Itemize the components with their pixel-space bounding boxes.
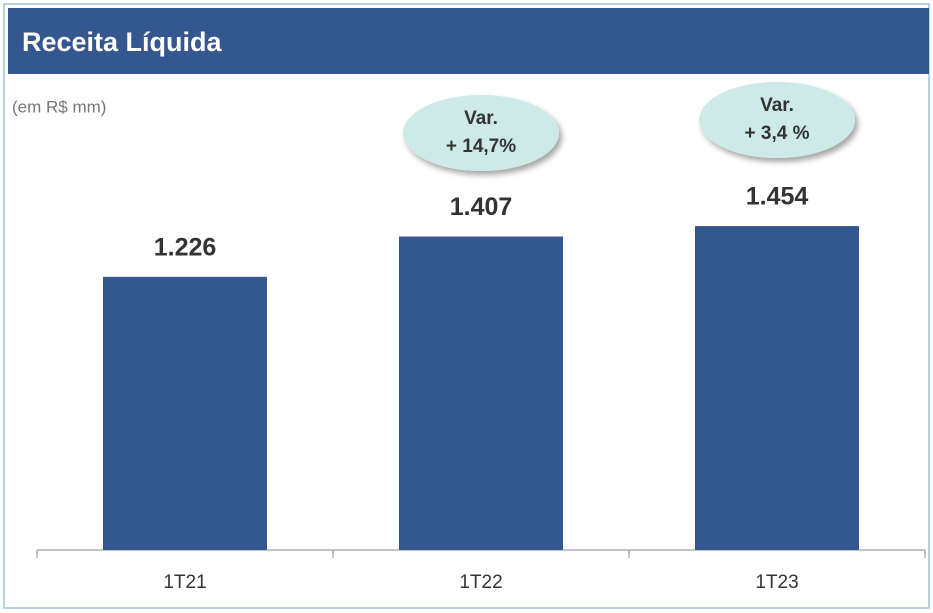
chart-title: Receita Líquida bbox=[22, 27, 223, 57]
x-tick-label: 1T21 bbox=[163, 572, 206, 593]
bar bbox=[399, 236, 563, 551]
annotation-bubble bbox=[403, 95, 559, 171]
annotation-bubble bbox=[699, 82, 855, 158]
value-label: 1.407 bbox=[450, 193, 513, 221]
annotation-text: + 14,7% bbox=[446, 136, 516, 157]
value-label: 1.454 bbox=[746, 183, 809, 211]
annotation-text: Var. bbox=[760, 95, 794, 116]
annotation-text: Var. bbox=[464, 108, 498, 129]
x-tick-label: 1T23 bbox=[755, 572, 798, 593]
subtitle: (em R$ mm) bbox=[12, 97, 106, 116]
bar bbox=[695, 226, 859, 550]
x-tick-label: 1T22 bbox=[459, 572, 502, 593]
bar bbox=[103, 276, 267, 550]
title-banner bbox=[8, 8, 929, 74]
value-label: 1.226 bbox=[154, 233, 217, 261]
annotation-text: + 3,4 % bbox=[745, 123, 810, 144]
